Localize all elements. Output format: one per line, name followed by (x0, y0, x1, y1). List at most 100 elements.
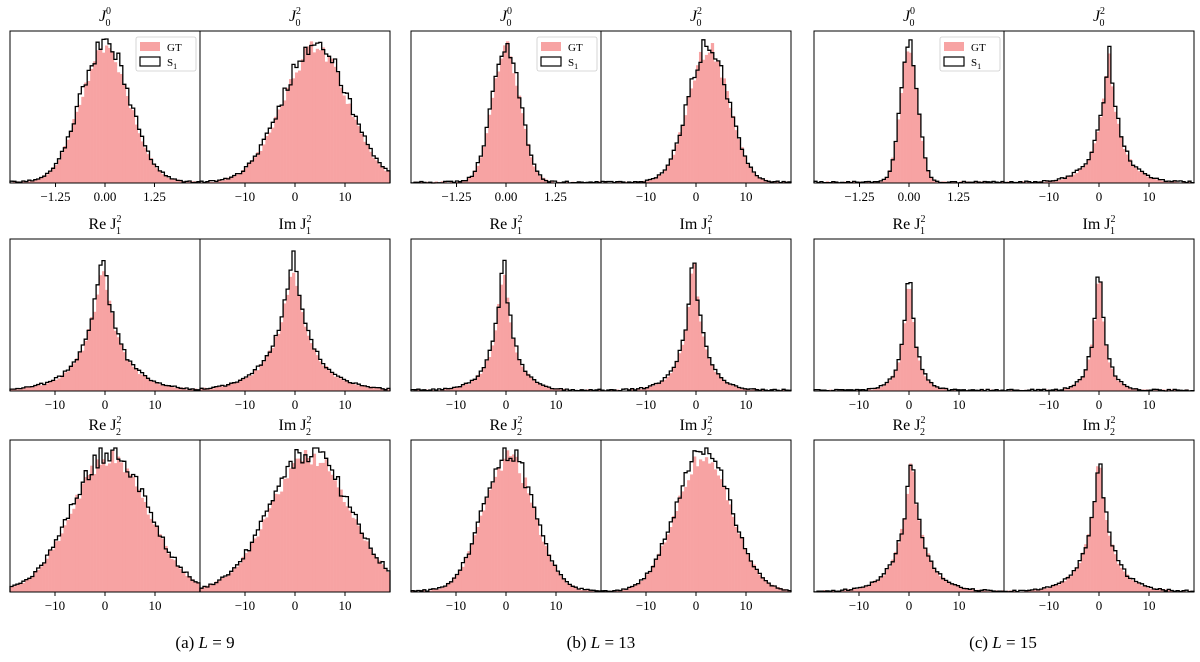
gt-bar (1087, 534, 1091, 592)
gt-bar (75, 111, 79, 183)
gt-bar (152, 524, 156, 592)
gt-bar (1161, 180, 1165, 183)
gt-bar (143, 375, 147, 391)
gt-bar (506, 450, 510, 592)
gt-bar (161, 385, 165, 391)
x-tick-label: 10 (149, 397, 162, 412)
gt-bar (1030, 590, 1034, 592)
gt-bar (280, 322, 284, 391)
gt-bar (387, 170, 391, 183)
gt-bar (303, 326, 308, 391)
gt-bar (532, 166, 536, 183)
gt-bar (538, 383, 542, 391)
gt-bar (1116, 123, 1121, 183)
gt-bar (250, 160, 254, 183)
gt-bar (229, 176, 233, 183)
gt-bar (785, 590, 789, 592)
gt-bar (116, 337, 121, 391)
gt-bar (446, 388, 450, 391)
gt-bar (752, 388, 756, 391)
gt-bar (707, 463, 712, 592)
gt-bar (894, 142, 898, 183)
gt-bar (494, 78, 498, 183)
gt-bar (746, 163, 750, 183)
gt-bar (455, 575, 459, 592)
caption-a: (a) L = 9 (10, 633, 400, 653)
gt-bar (538, 534, 542, 592)
gt-bar (51, 167, 55, 183)
x-tick-label: 1.25 (143, 189, 166, 204)
x-tick-label: 10 (550, 397, 563, 412)
gt-bar (840, 389, 844, 391)
gt-bar (707, 358, 712, 391)
gt-bar (633, 584, 637, 592)
panel-title: Im J2 1 (679, 214, 712, 237)
gt-bar (416, 389, 421, 391)
gt-bar (983, 181, 987, 183)
gt-bar (773, 586, 777, 592)
x-tick-label: 0 (503, 598, 510, 613)
gt-bar (923, 157, 928, 183)
gt-bar (54, 165, 58, 183)
gt-bar (440, 181, 444, 183)
gt-bar (684, 329, 688, 391)
gt-bar (277, 109, 281, 183)
gt-bar (752, 564, 756, 592)
legend-s1-label: S1 (568, 57, 578, 71)
gt-bar (1090, 344, 1094, 391)
caption-b-prefix: (b) (566, 633, 591, 652)
gt-bar (330, 474, 334, 592)
gt-bar (1084, 370, 1088, 391)
s1-step-line (600, 262, 792, 392)
gt-bar (110, 51, 115, 183)
gt-bar (888, 380, 892, 391)
gt-bar (941, 577, 945, 592)
gt-bar (87, 474, 91, 592)
gt-bar (690, 474, 694, 592)
gt-bar (15, 584, 20, 592)
gt-bar (75, 358, 79, 391)
panel-b-5: −10 0 10 Im J2 2 (600, 415, 792, 613)
gt-bar (491, 482, 495, 592)
gt-bar (959, 587, 963, 592)
gt-bar (125, 96, 130, 183)
gt-bar (268, 132, 272, 183)
gt-bar (879, 577, 883, 592)
gt-bar (651, 179, 655, 183)
gt-bar (1134, 388, 1138, 391)
x-tick-label: −10 (235, 397, 255, 412)
gt-bar (1122, 148, 1127, 183)
gt-bar (1033, 589, 1037, 592)
gt-bar (666, 376, 670, 391)
gt-bar (318, 361, 323, 391)
gt-bar (12, 181, 17, 183)
gt-bar (761, 389, 765, 391)
legend-s1-swatch (540, 56, 562, 67)
gt-bar (170, 179, 174, 183)
gt-bar (357, 126, 361, 183)
x-tick-label: 0 (1096, 397, 1103, 412)
gt-bar (351, 383, 355, 391)
gt-bar (586, 389, 590, 391)
gt-bar (603, 181, 608, 183)
gt-bar (1087, 359, 1091, 391)
gt-bar (520, 366, 525, 391)
gt-bar (470, 380, 474, 391)
gt-bar (917, 520, 922, 592)
panel-title: J2 0 (289, 6, 301, 29)
gt-bar (1113, 554, 1118, 592)
gt-bar (897, 542, 901, 592)
gt-bar (470, 543, 474, 592)
gt-bar (1042, 181, 1046, 183)
gt-bar (511, 73, 516, 183)
gt-bar (497, 303, 501, 391)
gt-bar (517, 359, 522, 391)
gt-bar (911, 66, 916, 183)
gt-bar (155, 382, 159, 391)
gt-bar (170, 558, 174, 592)
gt-bar (259, 150, 263, 183)
gt-bar (348, 382, 352, 391)
gt-bar (72, 119, 76, 183)
gt-bar (179, 387, 183, 391)
gt-bar (149, 380, 153, 391)
